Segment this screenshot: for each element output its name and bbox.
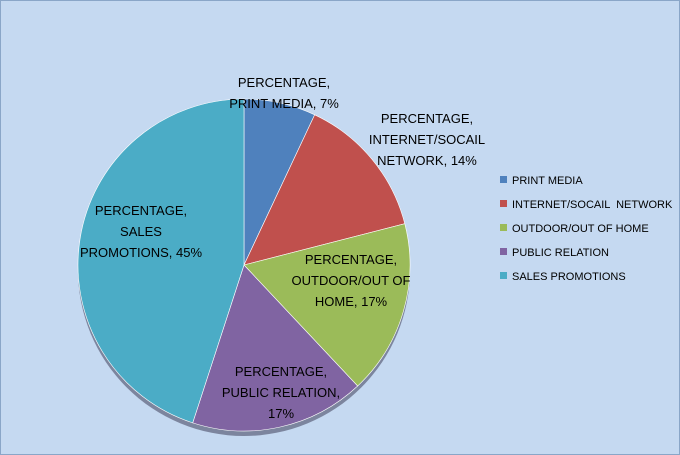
legend: PRINT MEDIA INTERNET/SOCAIL NETWORK OUTDOO… (500, 175, 673, 283)
legend-swatch-sales-promotions (500, 272, 507, 279)
data-labels: PERCENTAGE, PRINT MEDIA, 7% PERCENTAGE, INT… (80, 75, 485, 421)
legend-label-sales-promotions: SALES PROMOTIONS (512, 271, 626, 283)
legend-label-outdoor-out-of-home: OUTDOOR/OUT OF HOME (512, 223, 649, 235)
pie-slice-outdoor-out-of-home (243, 223, 411, 387)
pie-slice-public-relation (192, 264, 359, 432)
legend-swatch-outdoor-out-of-home (500, 224, 507, 231)
legend-swatch-public-relation (500, 248, 507, 255)
data-label-public-relation: PERCENTAGE, PUBLIC RELATION, 17% (222, 364, 340, 421)
data-label-outdoor-out-of-home: PERCENTAGE, OUTDOOR/OUT OF HOME, 17% (292, 252, 411, 309)
pie-slices (77, 98, 411, 432)
legend-label-print-media: PRINT MEDIA (512, 175, 583, 187)
pie-slice-internet-socail-network (243, 114, 406, 266)
legend-label-internet-socail-network: INTERNET/SOCAIL NETWORK (512, 199, 673, 211)
data-label-internet-socail-network: PERCENTAGE, INTERNET/SOCAIL NETWORK, 14% (369, 111, 485, 168)
data-label-print-media: PERCENTAGE, PRINT MEDIA, 7% (229, 75, 339, 111)
legend-label-public-relation: PUBLIC RELATION (512, 247, 609, 259)
legend-swatch-print-media (500, 176, 507, 183)
pie-slice-sales-promotions (77, 98, 245, 424)
legend-swatch-internet-socail-network (500, 200, 507, 207)
data-label-sales-promotions: PERCENTAGE, SALES PROMOTIONS, 45% (80, 203, 203, 260)
